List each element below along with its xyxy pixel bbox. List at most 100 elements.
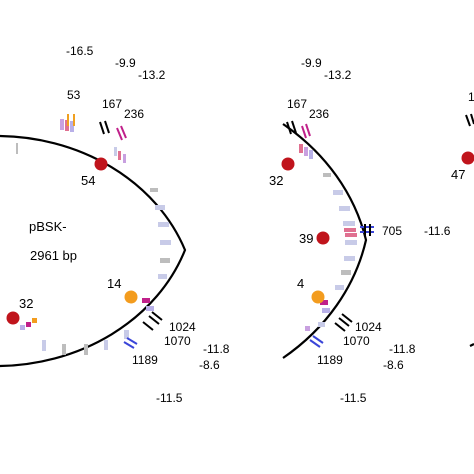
- site-tick-167: [286, 121, 292, 135]
- feature-band: [114, 147, 117, 156]
- site-label: 1024: [355, 320, 382, 334]
- site-tick-1189: [123, 341, 135, 349]
- feature-band: [339, 206, 350, 211]
- feature-band: [322, 308, 330, 313]
- feature-band: [335, 285, 344, 290]
- feature-band: [341, 270, 351, 275]
- feature-band: [124, 330, 129, 339]
- energy-label: -8.6: [383, 358, 404, 372]
- feature-band: [32, 318, 37, 323]
- energy-label: -13.2: [324, 68, 352, 82]
- site-tick: [465, 114, 471, 127]
- feature-band: [20, 325, 25, 330]
- marker-label: 47: [451, 167, 465, 182]
- site-label: 167: [102, 97, 122, 111]
- energy-label: -11.5: [156, 391, 183, 405]
- marker-label: 39: [299, 231, 313, 246]
- energy-label: -16.5: [66, 44, 94, 58]
- feature-band: [309, 150, 313, 159]
- site-tick-1024b: [151, 311, 163, 321]
- red-marker-54: [94, 157, 108, 171]
- site-label: 53: [67, 88, 81, 102]
- feature-band: [155, 205, 165, 210]
- feature-band: [142, 298, 150, 303]
- feature-band: [118, 151, 121, 160]
- feature-band: [146, 306, 154, 311]
- marker-label: 54: [81, 173, 95, 188]
- feature-band: [84, 344, 88, 355]
- site-label: 1024: [169, 320, 196, 334]
- feature-band: [160, 240, 171, 245]
- red-marker-39: [316, 231, 330, 245]
- site-label: 167: [287, 97, 307, 111]
- feature-band: [344, 256, 355, 261]
- feature-band: [345, 233, 357, 237]
- site-label: 236: [124, 107, 144, 121]
- feature-band: [158, 274, 167, 279]
- feature-band: [104, 340, 108, 350]
- plasmid-size: 2961 bp: [30, 248, 77, 263]
- site-tick-167b: [291, 120, 297, 134]
- energy-label: -8.6: [199, 358, 220, 372]
- energy-label: -11.5: [340, 391, 367, 405]
- site-tick-236: [301, 125, 307, 139]
- feature-band: [318, 322, 325, 327]
- feature-band: [160, 258, 170, 263]
- site-label: 1070: [343, 334, 370, 348]
- feature-band: [320, 300, 328, 305]
- feature-band: [299, 144, 303, 153]
- site-tick-1070: [142, 321, 154, 331]
- energy-label: -13.2: [138, 68, 166, 82]
- site-tick-236b: [120, 125, 127, 139]
- plasmid-backbone-arc: [0, 134, 187, 368]
- marker-label: 14: [107, 276, 121, 291]
- site-tick-1189b: [126, 337, 138, 345]
- plasmid-name: pBSK-: [29, 219, 67, 234]
- feature-band: [26, 322, 31, 327]
- site-tick-1024b: [341, 313, 353, 323]
- site-label: 236: [309, 107, 329, 121]
- marker-label: 32: [269, 173, 283, 188]
- feature-band: [323, 173, 331, 177]
- feature-band: [150, 188, 158, 192]
- energy-label: -9.9: [115, 56, 136, 70]
- site-label: 1070: [164, 334, 191, 348]
- plasmid-panel-3: 15 47: [451, 90, 474, 347]
- plasmid-backbone-arc: [469, 343, 474, 347]
- plasmid-panel-2: 32 39 4 167 236 705 1024 1070 1189 -9.9 …: [269, 56, 451, 405]
- site-tick-1024: [338, 317, 350, 327]
- feature-band: [62, 344, 66, 355]
- site-ticks: [286, 120, 374, 348]
- feature-band: [60, 119, 64, 130]
- energy-label: -11.6: [424, 224, 451, 238]
- red-marker-32: [6, 311, 20, 325]
- feature-band: [42, 340, 46, 351]
- site-tick-236b: [305, 123, 311, 137]
- feature-band: [158, 222, 169, 227]
- feature-band: [16, 143, 18, 154]
- feature-bands: [16, 119, 171, 355]
- site-tick-236: [116, 127, 123, 141]
- site-tick-167: [99, 121, 105, 135]
- feature-band: [304, 147, 308, 156]
- plasmid-panel-1: pBSK- 2961 bp 54 32 14 53 167 236 1024 1…: [0, 44, 230, 405]
- energy-label: -11.8: [203, 342, 230, 356]
- site-tick-167b: [104, 120, 110, 134]
- site-label: 1189: [132, 353, 158, 367]
- site-ticks: [67, 114, 163, 349]
- site-tick-1024: [148, 315, 160, 325]
- red-marker-47: [461, 151, 474, 165]
- energy-label: -9.9: [301, 56, 322, 70]
- feature-band: [344, 228, 356, 232]
- site-tick-1189b: [312, 335, 324, 344]
- orange-marker-4: [311, 290, 325, 304]
- site-tick-1070: [334, 322, 346, 332]
- feature-band: [343, 221, 355, 226]
- plasmid-backbone-arc: [282, 123, 368, 359]
- feature-band: [345, 240, 357, 245]
- feature-band: [123, 154, 126, 163]
- orange-marker-14: [124, 290, 138, 304]
- site-label: 705: [382, 224, 402, 238]
- site-tick-1189: [309, 339, 321, 348]
